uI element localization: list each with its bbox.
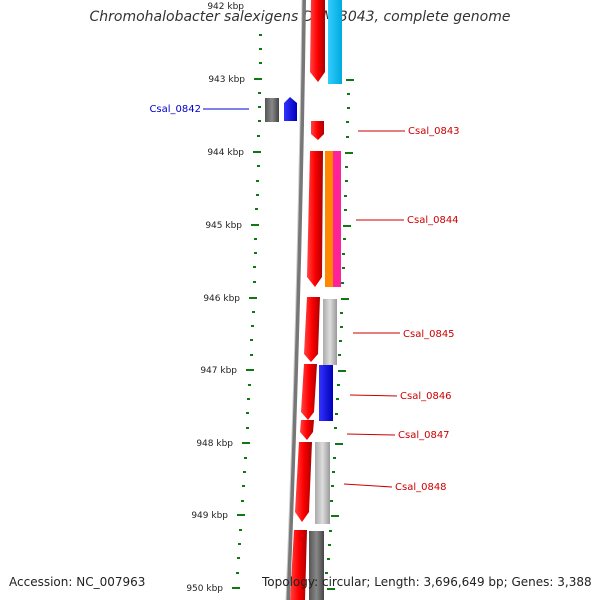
topology-text: Topology: circular; Length: 3,696,649 bp…	[262, 575, 592, 589]
gene-label-csal-0847: Csal_0847	[398, 430, 450, 441]
cog-block	[319, 365, 333, 421]
gene-label-csal-0845: Csal_0845	[403, 329, 455, 340]
gene-label-csal-0843: Csal_0843	[408, 126, 460, 137]
forward-gene-arrow	[310, 0, 325, 82]
outer-major-ticks	[232, 78, 262, 589]
tick-label: 950 kbp	[186, 584, 223, 594]
gene-label-csal-0848: Csal_0848	[395, 482, 447, 493]
forward-gene-arrow	[295, 442, 312, 522]
inner-major-ticks	[327, 79, 354, 590]
outer-ring	[236, 34, 262, 574]
tick-label: 946 kbp	[203, 294, 240, 304]
forward-gene-arrow	[290, 530, 307, 600]
tick-label: 947 kbp	[200, 366, 237, 376]
accession-text: Accession: NC_007963	[9, 575, 146, 589]
tick-label: 945 kbp	[205, 221, 242, 231]
gene-label-csal-0844: Csal_0844	[407, 215, 459, 226]
forward-gene-arrow	[301, 364, 317, 420]
cog-block	[333, 151, 341, 287]
cog-color-track	[309, 0, 342, 600]
map-title: Chromohalobacter salexigens DSM 3043, co…	[89, 9, 511, 25]
leader-line	[343, 483, 393, 488]
forward-gene-arrow	[300, 420, 314, 440]
tick-label: 944 kbp	[207, 148, 244, 158]
genome-backbone-highlight	[285, 0, 303, 600]
forward-gene-arrow	[307, 151, 323, 287]
reverse-gene-csal-0842	[284, 97, 297, 121]
tick-label: 942 kbp	[207, 2, 244, 12]
reverse-gene-block	[265, 98, 279, 122]
cog-block	[309, 531, 324, 600]
forward-gene-arrow	[304, 297, 320, 362]
leader-line	[349, 394, 398, 397]
leader-line	[346, 433, 396, 436]
cog-block	[325, 151, 333, 287]
inner-ring	[325, 93, 350, 574]
cog-block	[323, 299, 337, 365]
forward-gene-arrow	[311, 121, 324, 140]
tick-label: 943 kbp	[208, 75, 245, 85]
tick-label: 948 kbp	[196, 439, 233, 449]
cog-block	[315, 442, 330, 524]
tick-label: 949 kbp	[191, 511, 228, 521]
gene-label-csal-0846: Csal_0846	[400, 391, 452, 402]
forward-strand-track	[290, 0, 325, 600]
cog-block	[328, 0, 342, 84]
genome-backbone	[286, 0, 306, 600]
gene-label-csal-0842: Csal_0842	[149, 104, 201, 115]
